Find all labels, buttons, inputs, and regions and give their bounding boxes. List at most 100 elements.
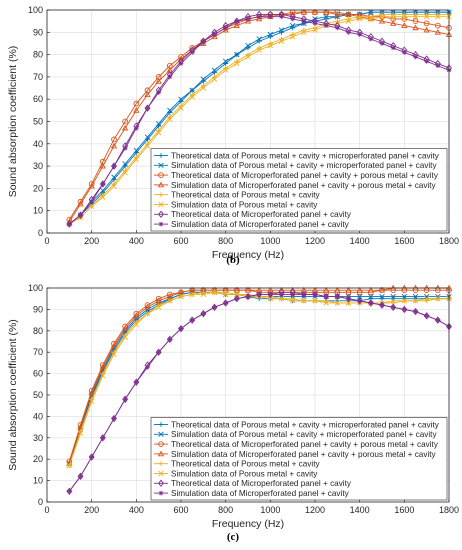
data-point	[312, 20, 318, 26]
x-tick-label: 400	[129, 236, 144, 246]
data-point	[200, 291, 207, 298]
data-point	[356, 297, 363, 305]
legend-marker	[158, 441, 164, 447]
data-point	[401, 305, 408, 314]
data-point	[189, 49, 195, 55]
data-point	[301, 292, 307, 297]
legend-marker	[158, 153, 164, 158]
data-point	[245, 294, 251, 299]
y-tick-label: 30	[33, 161, 43, 171]
data-point	[289, 22, 296, 29]
data-point	[334, 300, 341, 306]
data-point	[423, 293, 430, 300]
data-point	[167, 336, 173, 342]
data-point	[301, 29, 307, 36]
data-point	[435, 317, 441, 323]
data-point	[300, 8, 307, 15]
data-point	[401, 22, 408, 28]
data-point	[88, 453, 95, 461]
legend-label: Simulation data of Microperforated panel…	[171, 489, 350, 498]
data-point	[223, 25, 229, 31]
data-point	[378, 17, 386, 24]
data-point	[356, 293, 363, 300]
legend-label: Theoretical data of Microperforated pane…	[171, 479, 352, 488]
legend-label: Theoretical data of Porous metal + cavit…	[171, 420, 440, 429]
data-point	[312, 290, 318, 299]
x-tick-label: 600	[173, 505, 188, 515]
legend-label: Theoretical data of Microperforated pane…	[171, 210, 352, 219]
data-point	[155, 304, 162, 310]
data-point	[413, 54, 418, 60]
legend-label: Theoretical data of Porous metal + cavit…	[171, 191, 320, 200]
panel-label: (c)	[227, 531, 240, 543]
legend-marker	[158, 422, 164, 427]
data-point	[345, 11, 352, 17]
data-point	[423, 13, 430, 20]
data-point	[99, 180, 106, 188]
data-point	[345, 18, 352, 24]
data-point	[244, 17, 252, 24]
data-point	[401, 49, 407, 55]
legend-entry: Theoretical data of Microperforated pane…	[154, 479, 352, 488]
data-point	[122, 170, 128, 176]
data-point	[178, 105, 184, 111]
data-point	[167, 116, 173, 122]
data-point	[66, 462, 73, 469]
data-point	[256, 14, 262, 20]
y-tick-label: 30	[33, 433, 43, 443]
data-point	[289, 34, 296, 40]
data-point	[245, 42, 251, 49]
legend-label: Simulation data of Porous metal + cavity	[171, 200, 318, 209]
legend-entry: Theoretical data of Porous metal + cavit…	[154, 420, 440, 429]
y-tick-label: 40	[33, 139, 43, 149]
data-point	[323, 300, 329, 306]
data-point	[122, 145, 128, 151]
data-point	[435, 295, 441, 302]
x-tick-label: 1800	[439, 236, 459, 246]
data-point	[245, 292, 251, 301]
legend-entry: Simulation data of Microperforated panel…	[154, 489, 350, 498]
data-point	[334, 11, 341, 17]
legend-marker	[158, 192, 164, 198]
data-point	[367, 286, 374, 293]
legend-label: Simulation data of Porous metal + cavity	[171, 469, 318, 478]
data-point	[278, 38, 285, 44]
legend-box	[150, 148, 448, 232]
data-point	[111, 416, 117, 421]
data-point	[312, 27, 318, 33]
data-point	[345, 300, 352, 306]
data-point	[256, 15, 263, 22]
data-point	[267, 295, 274, 302]
legend-marker	[158, 470, 164, 477]
y-tick-label: 100	[28, 283, 43, 293]
data-point	[279, 292, 284, 297]
data-point	[412, 24, 419, 31]
data-point	[368, 9, 374, 15]
data-point	[379, 41, 385, 46]
data-point	[88, 182, 95, 189]
data-point	[89, 454, 95, 460]
data-point	[334, 25, 340, 31]
legend-entry: Simulation data of Porous metal + cavity…	[154, 161, 437, 170]
y-tick-label: 50	[33, 390, 43, 400]
data-point	[100, 187, 106, 194]
legend-label: Simulation data of Porous metal + cavity…	[171, 161, 437, 170]
data-point	[122, 325, 129, 332]
data-point	[222, 67, 229, 73]
data-point	[368, 293, 374, 300]
data-point	[278, 295, 285, 302]
legend-entry: Theoretical data of Porous metal + cavit…	[154, 151, 440, 160]
data-point	[368, 300, 374, 306]
data-point	[300, 290, 307, 299]
data-point	[122, 396, 128, 402]
legend-box	[150, 417, 448, 501]
data-point	[435, 63, 441, 69]
legend-marker	[158, 201, 164, 208]
data-point	[178, 326, 184, 332]
data-point	[88, 389, 95, 396]
data-point	[77, 200, 84, 207]
data-point	[356, 286, 363, 293]
data-point	[435, 13, 441, 20]
data-point	[312, 298, 318, 304]
data-point	[412, 13, 419, 20]
